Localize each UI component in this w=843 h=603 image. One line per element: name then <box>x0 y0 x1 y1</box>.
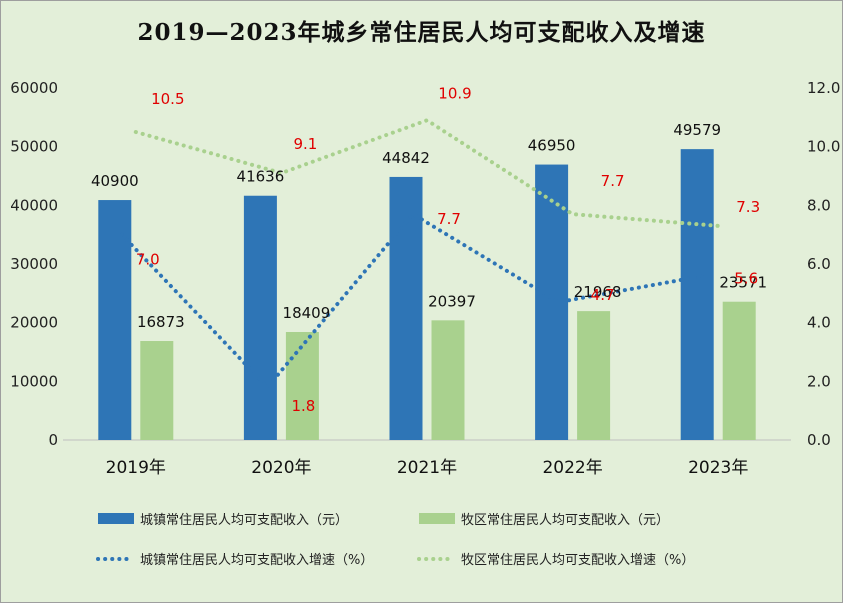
bar <box>140 341 174 440</box>
bar-value-label: 23571 <box>719 274 767 292</box>
bar <box>431 320 465 440</box>
bar <box>577 311 611 440</box>
y-left-tick-label: 30000 <box>10 255 58 273</box>
rate-lines <box>119 118 721 391</box>
axes: 0 10000 20000 30000 40000 50000 60000 0.0 2.0 4.0… <box>10 79 840 478</box>
rate-value-label: 1.8 <box>291 397 315 415</box>
legend-label: 城镇常住居民人均可支配收入（元） <box>140 513 348 528</box>
bar-value-label: 21968 <box>574 283 622 301</box>
legend-label: 城镇常住居民人均可支配收入增速（%） <box>140 553 373 568</box>
y-right-tick-label: 12.0 <box>807 79 840 97</box>
y-left-tick-label: 0 <box>48 431 58 449</box>
rate-value-label: 7.3 <box>736 198 760 216</box>
legend-swatch <box>98 513 134 524</box>
bar-value-label: 16873 <box>137 313 185 331</box>
legend-label: 牧区常住居民人均可支配收入（元） <box>461 513 669 528</box>
bar <box>680 149 714 440</box>
rate-value-label: 5.6 <box>734 270 758 288</box>
y-right-tick-label: 10.0 <box>807 138 840 156</box>
bar <box>285 332 319 440</box>
bar-value-label: 41636 <box>237 168 285 186</box>
bar-value-label: 44842 <box>382 149 430 167</box>
y-left-tick-label: 10000 <box>10 372 58 390</box>
legend: 城镇常住居民人均可支配收入（元） 牧区常住居民人均可支配收入（元） 城镇常住居民人均… <box>96 513 694 568</box>
rate-value-label: 10.9 <box>438 84 471 102</box>
y-left-tick-label: 60000 <box>10 79 58 97</box>
bar-value-label: 40900 <box>91 172 139 190</box>
rate-value-label: 7.7 <box>437 210 461 228</box>
x-tick-label: 2019年 <box>106 458 166 478</box>
x-tick-label: 2021年 <box>397 458 457 478</box>
legend-label: 牧区常住居民人均可支配收入增速（%） <box>461 553 694 568</box>
rate-line-series <box>133 118 721 228</box>
y-right-tick-label: 4.0 <box>807 314 831 332</box>
y-right-tick-label: 6.0 <box>807 255 831 273</box>
y-right-tick-label: 8.0 <box>807 196 831 214</box>
chart-title: 2019—2023年城乡常住居民人均可支配收入及增速 <box>137 19 706 46</box>
rate-value-label: 10.5 <box>151 90 184 108</box>
bar <box>243 195 277 440</box>
bar <box>98 200 132 440</box>
rate-value-label: 7.7 <box>601 172 625 190</box>
x-tick-label: 2023年 <box>688 458 748 478</box>
y-right-tick-label: 0.0 <box>807 431 831 449</box>
bar-value-label: 18409 <box>283 304 331 322</box>
bar-value-label: 20397 <box>428 292 476 310</box>
y-right-tick-label: 2.0 <box>807 372 831 390</box>
x-tick-label: 2020年 <box>251 458 311 478</box>
bar <box>722 301 756 440</box>
rate-value-label: 9.1 <box>293 135 317 153</box>
y-left-tick-label: 50000 <box>10 138 58 156</box>
bar-value-label: 46950 <box>528 137 576 155</box>
bars <box>98 149 756 440</box>
bar-value-label: 49579 <box>673 121 721 139</box>
x-tick-label: 2022年 <box>542 458 602 478</box>
legend-swatch <box>419 513 455 524</box>
rate-value-label: 7.0 <box>136 251 160 269</box>
rate-line-series <box>119 211 707 391</box>
y-left-tick-label: 40000 <box>10 196 58 214</box>
data-labels: 40900 41636 44842 46950 49579 16873 18409 20397… <box>91 84 767 415</box>
rate-value-label: 4.7 <box>591 286 615 304</box>
y-left-tick-label: 20000 <box>10 314 58 332</box>
